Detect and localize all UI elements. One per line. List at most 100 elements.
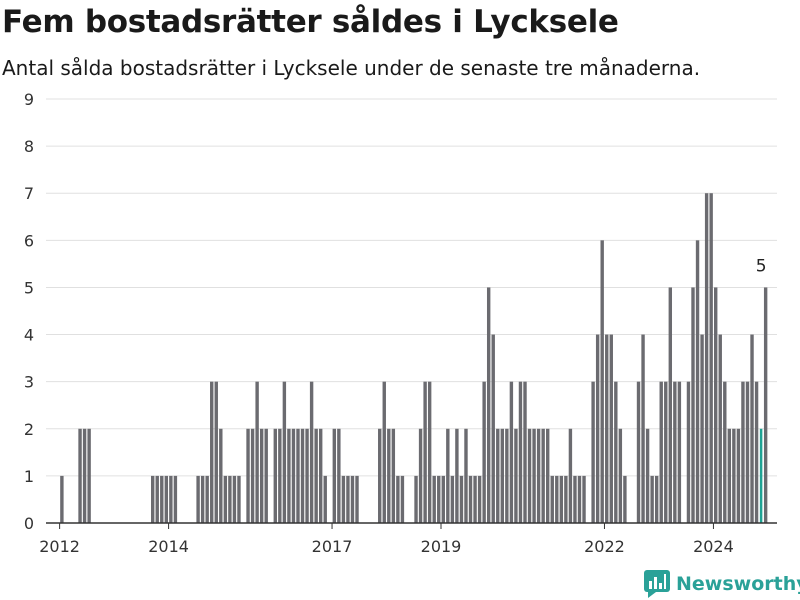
- bar: [650, 475, 654, 523]
- y-tick-label: 5: [24, 278, 34, 297]
- bar: [546, 428, 550, 523]
- bar: [741, 381, 745, 523]
- bar: [78, 428, 82, 523]
- bar: [605, 334, 609, 523]
- bar: [732, 428, 736, 523]
- bar: [750, 334, 754, 523]
- bar: [668, 287, 673, 523]
- bar: [282, 381, 287, 523]
- bar-highlight: [759, 428, 763, 523]
- bar: [636, 381, 641, 523]
- x-tick-label: 2019: [421, 537, 462, 556]
- bar: [396, 475, 400, 523]
- bar: [87, 428, 91, 523]
- bar: [591, 381, 595, 523]
- bar: [473, 475, 477, 523]
- bar: [418, 428, 423, 523]
- bar: [200, 475, 205, 523]
- bar: [237, 475, 241, 523]
- chart-subtitle: Antal sålda bostadsrätter i Lycksele und…: [2, 56, 701, 80]
- bar: [273, 428, 277, 523]
- y-tick-label: 6: [24, 231, 34, 250]
- bar: [219, 428, 223, 523]
- bar: [573, 475, 577, 523]
- bar: [505, 428, 509, 523]
- chart-title: Fem bostadsrätter såldes i Lycksele: [2, 4, 619, 40]
- bar: [727, 428, 732, 523]
- bar: [618, 428, 623, 523]
- bar: [763, 287, 768, 523]
- bar: [318, 428, 323, 523]
- bar: [459, 475, 464, 523]
- bar: [350, 475, 355, 523]
- bar: [614, 381, 618, 523]
- bar: [645, 428, 650, 523]
- bar: [673, 381, 677, 523]
- bars: [60, 193, 768, 524]
- bar: [323, 475, 327, 523]
- x-tick-label: 2014: [148, 537, 189, 556]
- bar: [709, 193, 713, 523]
- bar: [659, 381, 663, 523]
- bar: [391, 428, 396, 523]
- y-tick-label: 1: [24, 467, 34, 486]
- y-tick-label: 0: [24, 514, 34, 533]
- bar: [264, 428, 268, 523]
- bar: [223, 475, 228, 523]
- bar: [482, 381, 486, 523]
- bar: [595, 334, 600, 523]
- bar: [300, 428, 305, 523]
- bar: [250, 428, 255, 523]
- x-tick-label: 2024: [693, 537, 734, 556]
- bar: [446, 428, 450, 523]
- bar: [745, 381, 750, 523]
- x-tick-label: 2022: [584, 537, 625, 556]
- bar: [736, 428, 741, 523]
- bar: [550, 475, 554, 523]
- bar: [509, 381, 514, 523]
- bar: [700, 334, 704, 523]
- bar: [455, 428, 459, 523]
- bar: [641, 334, 645, 523]
- annotations: 5: [756, 256, 767, 276]
- bar: [577, 475, 582, 523]
- bar: [536, 428, 541, 523]
- bar: [514, 428, 518, 523]
- bar: [477, 475, 482, 523]
- bar: [246, 428, 250, 523]
- bar: [523, 381, 527, 523]
- bar: [704, 193, 709, 523]
- bar: [259, 428, 264, 523]
- bar: [441, 475, 445, 523]
- brand-logo[interactable]: Newsworthy: [644, 569, 800, 599]
- y-axis-ticks: 0 1 2 3 4 5 6 7 8 9: [24, 90, 34, 533]
- bar: [437, 475, 441, 523]
- bar: [695, 240, 700, 524]
- bar: [518, 381, 523, 523]
- bar: [337, 428, 341, 523]
- bar: [427, 381, 432, 523]
- bar: [173, 475, 178, 523]
- y-tick-label: 9: [24, 90, 34, 109]
- bar: [160, 475, 164, 523]
- bar: [559, 475, 564, 523]
- bar: [278, 428, 282, 523]
- bar: [382, 381, 386, 523]
- y-tick-label: 3: [24, 373, 34, 392]
- bar: [291, 428, 296, 523]
- bar: [468, 475, 473, 523]
- bar: [332, 428, 337, 523]
- y-tick-label: 2: [24, 420, 34, 439]
- bar: [150, 475, 155, 523]
- bar: [432, 475, 436, 523]
- gridlines: [46, 98, 777, 477]
- bar: [82, 428, 87, 523]
- bar: [714, 287, 718, 523]
- bar: [287, 428, 291, 523]
- bar: [532, 428, 536, 523]
- bar: [600, 240, 604, 524]
- bar: [169, 475, 173, 523]
- bar: [500, 428, 505, 523]
- bar: [723, 381, 727, 523]
